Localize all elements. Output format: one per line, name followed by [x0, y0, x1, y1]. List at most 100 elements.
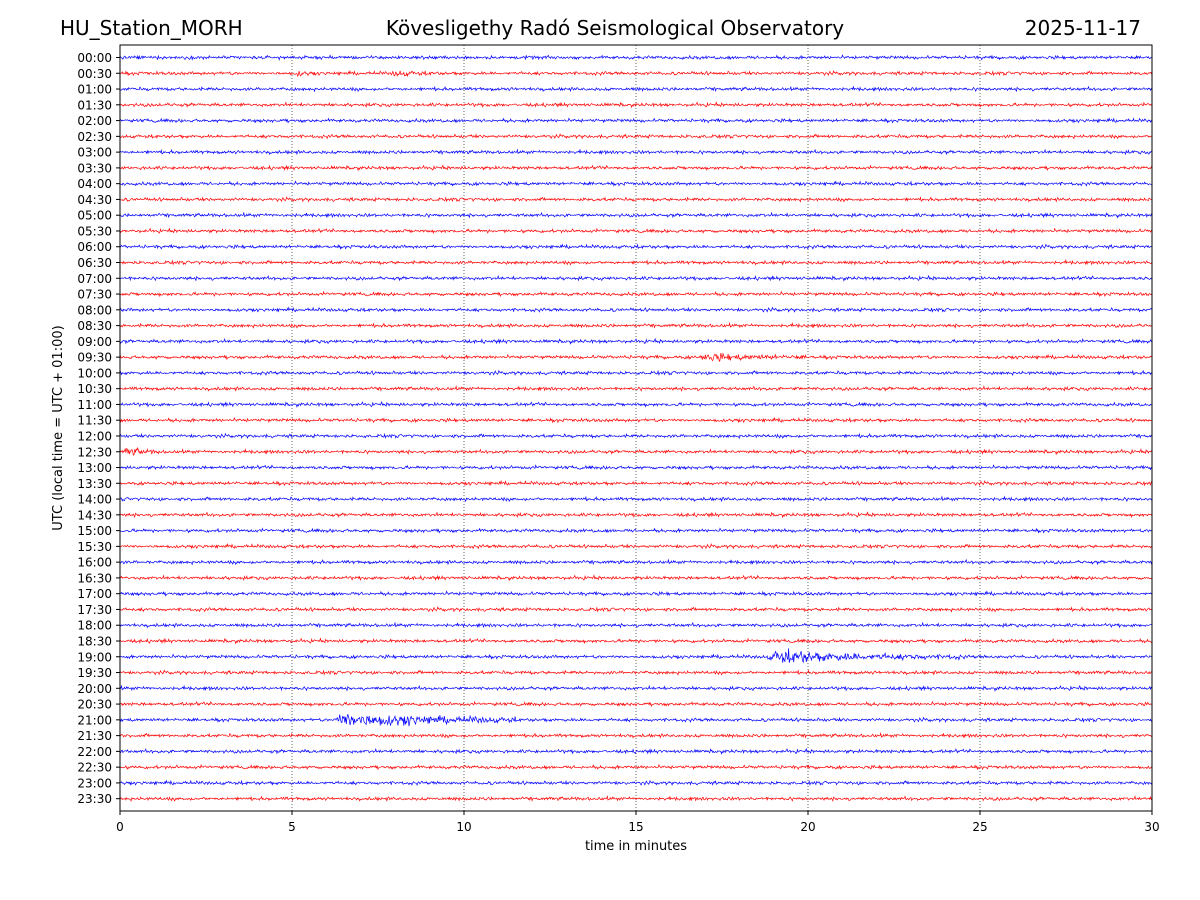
y-tick-label: 12:30 [77, 445, 112, 459]
y-axis-label: UTC (local time = UTC + 01:00) [51, 325, 66, 530]
trace-1330 [119, 479, 1153, 487]
trace-1200 [119, 432, 1153, 440]
trace-0700 [119, 274, 1153, 282]
y-tick-label: 04:30 [77, 193, 112, 207]
y-tick-label: 21:30 [77, 729, 112, 743]
y-tick-label: 23:00 [77, 776, 112, 790]
chart-date: 2025-11-17 [1025, 16, 1141, 40]
trace-2000 [119, 684, 1153, 692]
trace-1030 [119, 384, 1153, 392]
y-tick-label: 03:30 [77, 161, 112, 175]
trace-0730 [119, 290, 1153, 298]
x-tick-label: 0 [116, 820, 124, 834]
y-tick-label: 11:00 [77, 398, 112, 412]
y-tick-label: 10:00 [77, 366, 112, 380]
trace-1730 [119, 606, 1153, 613]
y-tick-label: 18:00 [77, 619, 112, 633]
trace-0130 [119, 101, 1153, 109]
y-tick-label: 07:30 [77, 288, 112, 302]
station-name: HU_Station_MORH [60, 16, 243, 40]
trace-2230 [119, 763, 1153, 771]
y-tick-label: 02:30 [77, 130, 112, 144]
trace-1000 [119, 369, 1153, 377]
y-tick-label: 21:00 [77, 713, 112, 727]
y-tick-label: 02:00 [77, 114, 112, 128]
trace-0300 [119, 148, 1153, 156]
y-tick-label: 09:30 [77, 351, 112, 365]
x-tick-label: 25 [972, 820, 987, 834]
trace-1130 [119, 416, 1153, 424]
y-tick-label: 05:30 [77, 224, 112, 238]
trace-1800 [119, 621, 1153, 629]
trace-2030 [119, 700, 1153, 708]
y-tick-label: 00:30 [77, 67, 112, 81]
trace-1930 [119, 669, 1153, 676]
y-tick-label: 14:30 [77, 508, 112, 522]
trace-0900 [119, 337, 1153, 345]
y-tick-label: 17:30 [77, 603, 112, 617]
trace-0630 [119, 258, 1153, 266]
trace-1300 [119, 464, 1153, 471]
x-tick-label: 10 [456, 820, 471, 834]
trace-2300 [119, 779, 1153, 786]
y-tick-label: 04:00 [77, 177, 112, 191]
trace-1400 [119, 495, 1153, 503]
y-tick-label: 09:00 [77, 335, 112, 349]
y-tick-label: 13:30 [77, 477, 112, 491]
y-tick-label: 00:00 [77, 51, 112, 65]
y-tick-label: 20:00 [77, 682, 112, 696]
trace-0600 [119, 243, 1153, 250]
trace-1830 [119, 637, 1153, 645]
y-tick-label: 10:30 [77, 382, 112, 396]
grid-lines [291, 45, 981, 811]
x-tick-label: 5 [288, 820, 296, 834]
y-tick-label: 08:00 [77, 303, 112, 317]
trace-0200 [119, 117, 1153, 124]
trace-2130 [119, 731, 1153, 739]
x-tick-label: 15 [628, 820, 643, 834]
x-tick-label: 20 [800, 820, 815, 834]
y-tick-label: 01:30 [77, 98, 112, 112]
x-axis-label: time in minutes [585, 839, 687, 854]
y-tick-label: 17:00 [77, 587, 112, 601]
trace-0030 [119, 69, 1153, 78]
trace-2100 [119, 714, 1153, 727]
trace-1630 [119, 574, 1153, 582]
y-tick-label: 06:30 [77, 256, 112, 270]
trace-2330 [119, 795, 1153, 802]
y-tick-label: 18:30 [77, 634, 112, 648]
y-tick-label: 22:30 [77, 761, 112, 775]
trace-0430 [119, 196, 1153, 203]
trace-0000 [119, 54, 1153, 61]
seismic-traces [119, 54, 1153, 802]
y-tick-label: 12:00 [77, 429, 112, 443]
trace-1230 [119, 446, 1153, 456]
trace-0830 [119, 321, 1153, 329]
x-tick-label: 30 [1144, 820, 1159, 834]
trace-1430 [119, 511, 1153, 519]
chart-title: Kövesligethy Radó Seismological Observat… [386, 16, 844, 40]
y-tick-label: 23:30 [77, 792, 112, 806]
trace-1530 [119, 543, 1153, 550]
y-tick-label: 22:00 [77, 745, 112, 759]
y-tick-label: 19:00 [77, 650, 112, 664]
y-tick-label: 16:00 [77, 556, 112, 570]
y-tick-label: 03:00 [77, 146, 112, 160]
x-axis: 0 5 10 15 20 25 30 [116, 811, 1160, 834]
trace-0500 [119, 211, 1153, 219]
y-tick-label: 06:00 [77, 240, 112, 254]
trace-2200 [119, 747, 1153, 755]
trace-1500 [119, 527, 1153, 534]
trace-1700 [119, 590, 1153, 597]
trace-0800 [119, 306, 1153, 313]
y-tick-label: 14:00 [77, 493, 112, 507]
y-tick-label: 08:30 [77, 319, 112, 333]
trace-0530 [119, 227, 1153, 235]
trace-0930 [119, 352, 1153, 363]
trace-1900 [119, 648, 1153, 664]
y-tick-label: 07:00 [77, 272, 112, 286]
y-tick-label: 01:00 [77, 83, 112, 97]
y-tick-label: 20:30 [77, 698, 112, 712]
